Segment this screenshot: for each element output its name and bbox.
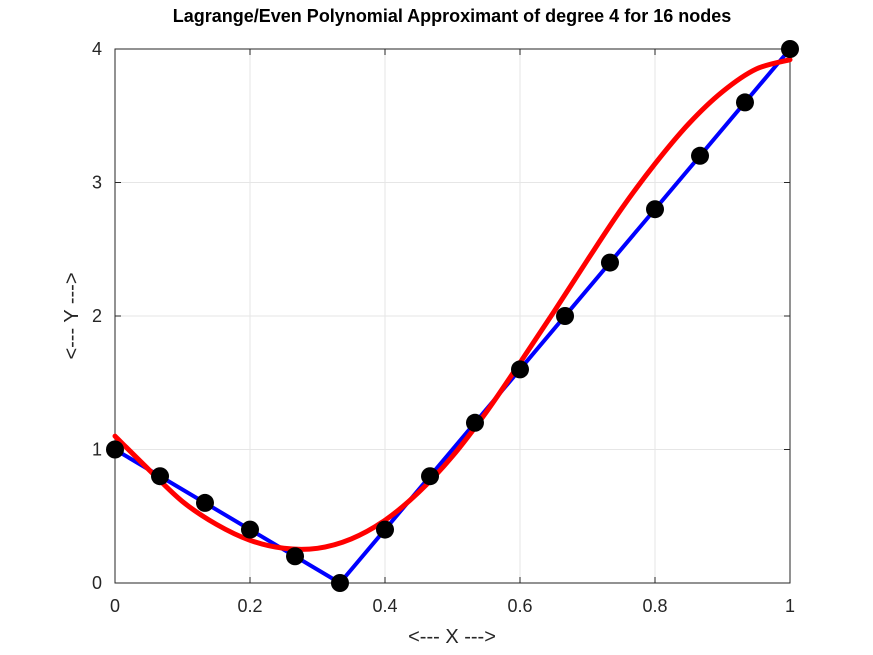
node-marker (556, 307, 575, 325)
y-tick-label: 0 (92, 573, 102, 593)
x-tick-label: 0.4 (372, 596, 397, 616)
x-tick-label: 0 (110, 596, 120, 616)
node-marker (241, 520, 259, 539)
node-marker (465, 413, 484, 432)
approximant-series (112, 57, 793, 552)
node-marker (106, 440, 124, 459)
y-tick-label: 2 (92, 306, 102, 326)
chart-title: Lagrange/Even Polynomial Approximant of … (173, 6, 731, 26)
x-tick-label: 0.6 (507, 596, 532, 616)
x-tick-label: 1 (785, 596, 795, 616)
node-marker (646, 200, 664, 219)
node-marker (511, 360, 529, 379)
node-marker (376, 520, 394, 539)
y-tick-label: 1 (92, 440, 102, 460)
x-tick-label: 0.2 (237, 596, 262, 616)
x-tick-label: 0.8 (642, 596, 667, 616)
node-marker (691, 146, 710, 165)
y-axis-label: <--- Y ---> (61, 272, 83, 359)
node-marker (286, 547, 305, 566)
node-marker (151, 467, 170, 486)
approximant-curve (112, 57, 793, 552)
node-marker (421, 467, 440, 486)
node-marker (735, 93, 754, 112)
node-markers (106, 40, 799, 592)
axes-box (114, 48, 791, 584)
x-axis-label: <--- X ---> (408, 626, 496, 648)
node-marker (330, 574, 349, 592)
y-tick-label: 3 (92, 173, 102, 193)
tick-labels: 0 0.2 0.4 0.6 0.8 1 0 1 2 3 4 (92, 39, 795, 616)
y-tick-label: 4 (92, 39, 102, 59)
node-marker (781, 40, 799, 58)
node-marker (195, 493, 214, 512)
node-marker (600, 253, 619, 272)
